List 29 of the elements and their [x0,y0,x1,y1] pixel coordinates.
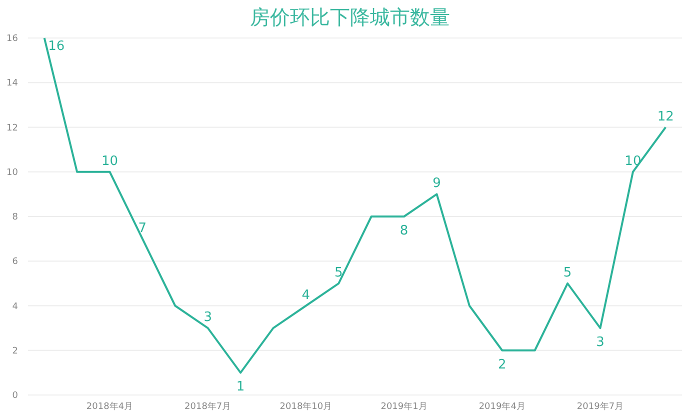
data-label: 3 [204,310,212,326]
data-label: 9 [432,176,441,192]
data-label: 8 [400,224,408,238]
y-tick-label: 14 [6,78,18,89]
data-label: 2 [498,357,506,372]
x-tick-label: 2018年7月 [184,401,232,412]
x-tick-label: 2018年4月 [86,401,134,412]
data-label: 3 [596,335,604,350]
data-label: 12 [657,109,674,124]
data-label: 5 [563,265,572,280]
chart-title: 房价环比下降城市数量 [250,5,450,29]
data-label: 5 [334,265,343,280]
x-tick-label: 2019年4月 [478,401,526,412]
data-label: 10 [101,154,118,169]
y-tick-label: 2 [12,346,18,356]
y-tick-label: 16 [6,34,18,44]
data-label: 1 [236,380,245,395]
y-tick-label: 12 [6,123,18,134]
x-tick-label: 2019年7月 [576,401,624,412]
y-tick-label: 10 [6,168,18,178]
data-label: 16 [48,39,65,54]
x-tick-label: 2019年1月 [380,401,428,412]
y-tick-label: 6 [12,257,18,268]
x-tick-label: 2018年10月 [280,401,332,412]
y-tick-label: 0 [12,391,18,401]
data-label: 7 [138,220,147,236]
y-tick-label: 4 [12,302,18,312]
y-tick-label: 8 [12,212,18,222]
data-label: 4 [302,288,310,303]
